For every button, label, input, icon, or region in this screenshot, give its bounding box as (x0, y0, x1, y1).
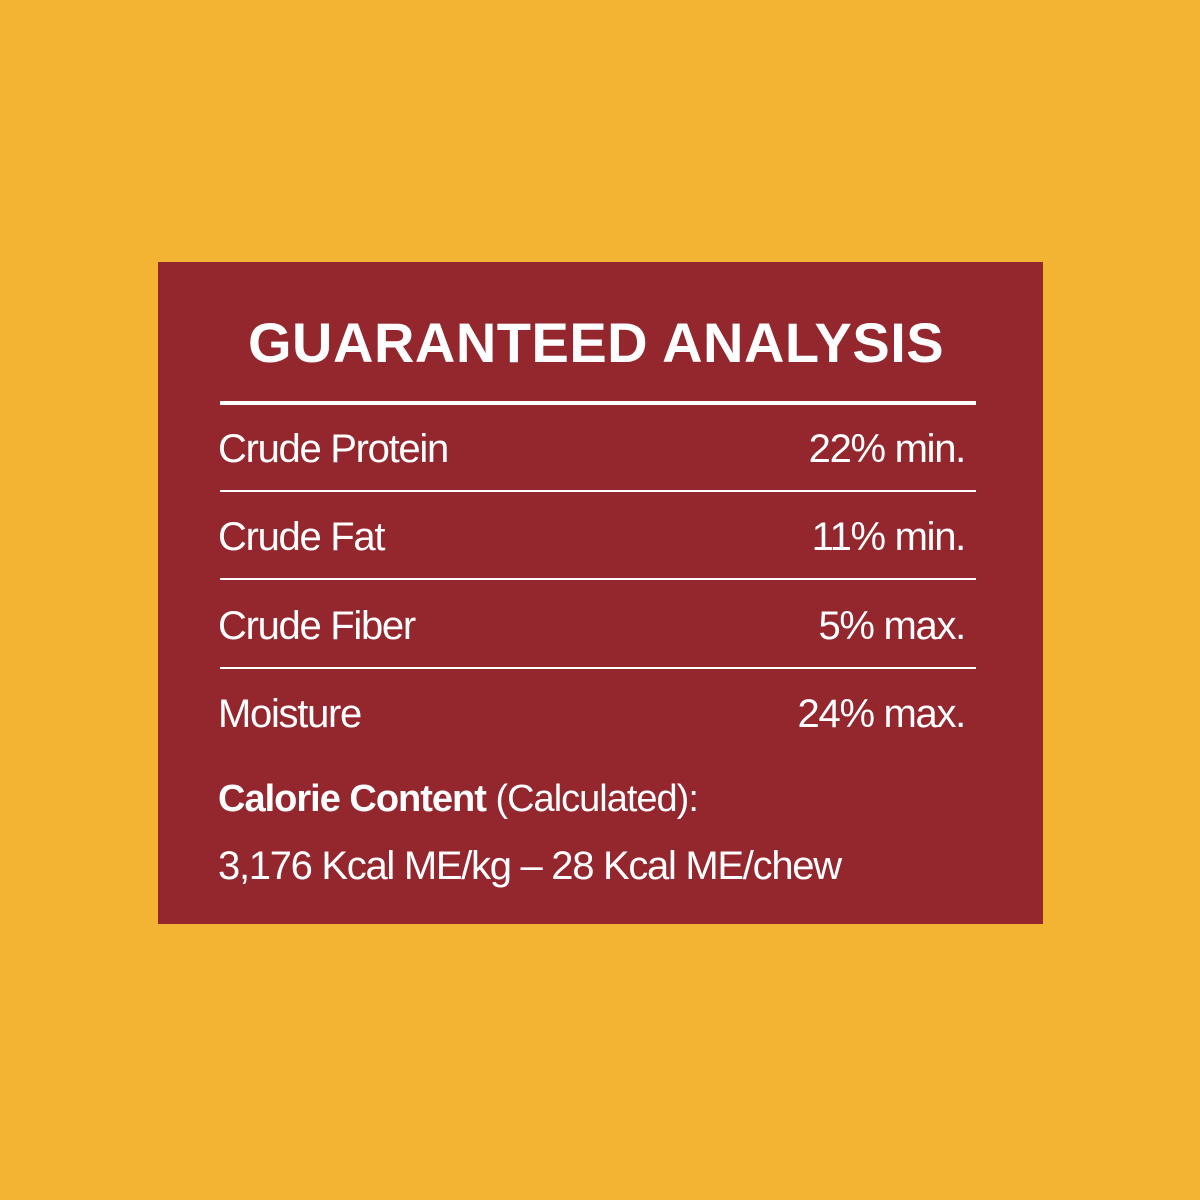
calorie-label-bold: Calorie Content (218, 778, 487, 820)
row-value: 22% min. (808, 426, 967, 471)
row-value: 24% max. (797, 691, 967, 736)
analysis-row-protein: Crude Protein 22% min. (218, 424, 967, 474)
analysis-row-fat: Crude Fat 11% min. (218, 512, 967, 562)
row-label: Crude Fiber (218, 603, 416, 648)
row-divider (220, 490, 976, 492)
title-divider (220, 401, 976, 405)
row-label: Crude Protein (218, 426, 449, 471)
calorie-content-label: Calorie Content (Calculated): (218, 778, 699, 821)
calorie-content-value: 3,176 Kcal ME/kg – 28 Kcal ME/chew (218, 844, 842, 888)
row-divider (220, 578, 976, 580)
analysis-row-moisture: Moisture 24% max. (218, 689, 967, 739)
row-divider (220, 667, 976, 669)
panel-title: GUARANTEED ANALYSIS (248, 311, 945, 374)
row-label: Crude Fat (218, 514, 385, 559)
row-value: 11% min. (811, 514, 967, 559)
row-label: Moisture (218, 691, 362, 736)
analysis-row-fiber: Crude Fiber 5% max. (218, 601, 966, 651)
guaranteed-analysis-panel: GUARANTEED ANALYSIS Crude Protein 22% mi… (158, 262, 1043, 924)
row-value: 5% max. (818, 603, 966, 648)
calorie-label-rest: (Calculated): (485, 778, 698, 820)
